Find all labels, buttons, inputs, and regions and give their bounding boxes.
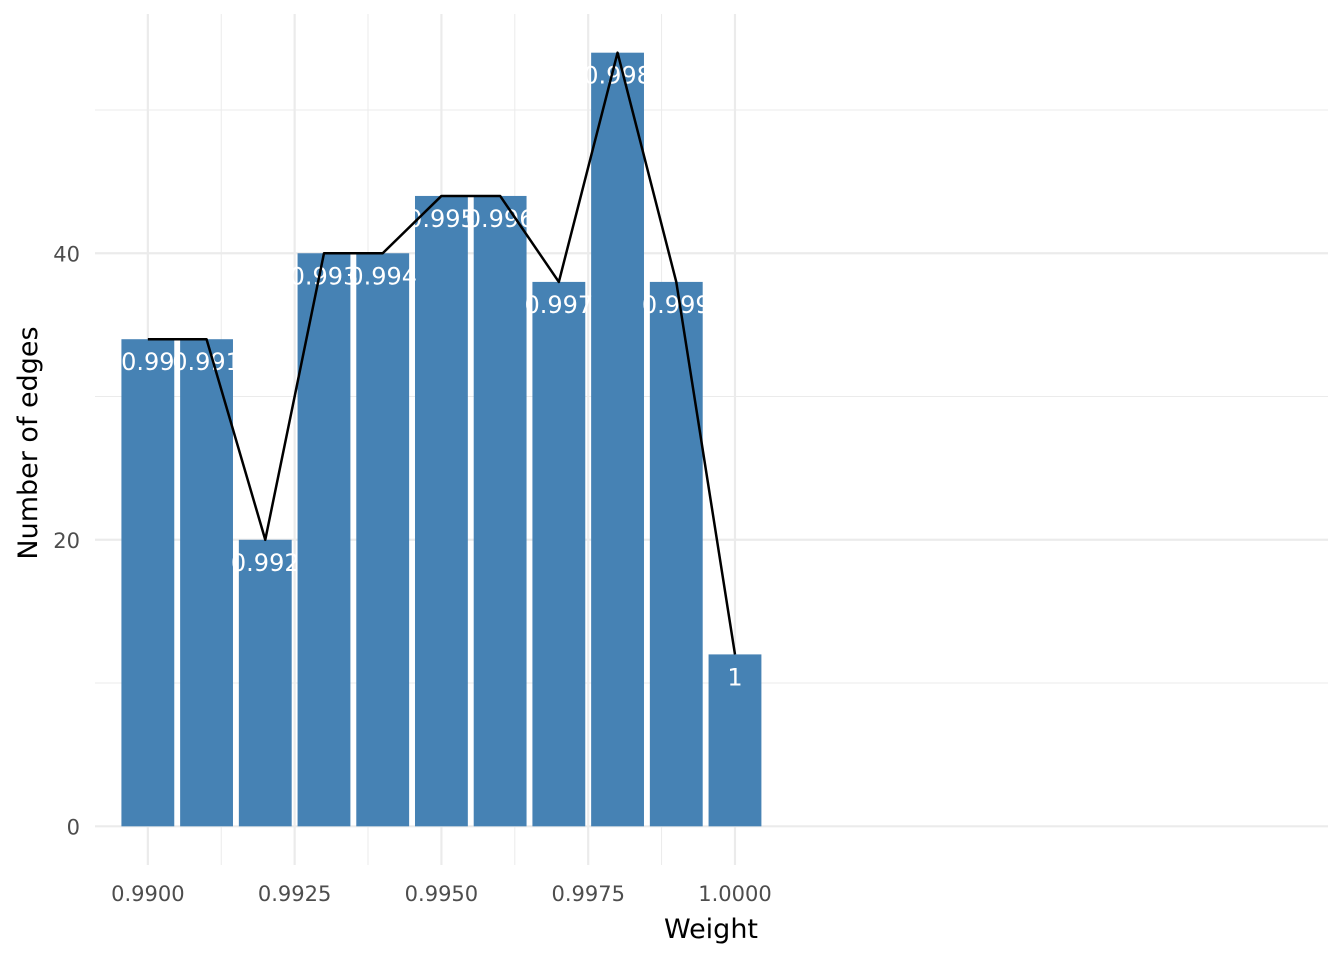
bar xyxy=(591,52,644,827)
y-tick-label: 0 xyxy=(67,815,80,839)
bar xyxy=(356,253,410,827)
bar-label: 0.999 xyxy=(642,291,711,319)
bar-label: 0.997 xyxy=(524,291,593,319)
bar xyxy=(473,195,527,827)
bar-label: 0.993 xyxy=(290,262,359,290)
bar-label: 0.994 xyxy=(348,262,417,290)
x-tick-label: 1.0000 xyxy=(698,882,771,906)
bar-label: 0.996 xyxy=(466,205,535,233)
bar-label: 0.99 xyxy=(121,348,174,376)
y-axis-title: Number of edges xyxy=(13,326,44,559)
bar xyxy=(297,253,351,827)
bars xyxy=(121,52,762,827)
bar-label: 0.991 xyxy=(172,348,241,376)
x-tick-label: 0.9950 xyxy=(405,882,478,906)
series-line xyxy=(147,51,737,655)
bar xyxy=(414,195,468,827)
bar xyxy=(238,539,292,827)
x-tick-label: 0.9925 xyxy=(258,882,331,906)
bar-label: 1 xyxy=(727,663,742,691)
bar xyxy=(649,281,703,827)
x-axis-title: Weight xyxy=(664,914,758,945)
y-tick-label: 20 xyxy=(53,529,80,553)
line-overlay xyxy=(147,51,737,655)
y-axis-ticks: 0 20 40 xyxy=(53,242,80,839)
bar-label: 0.992 xyxy=(231,549,300,577)
x-axis-ticks: 0.9900 0.9925 0.9950 0.9975 1.0000 xyxy=(111,882,772,906)
x-tick-label: 0.9900 xyxy=(111,882,184,906)
bar xyxy=(532,281,586,827)
x-tick-label: 0.9975 xyxy=(551,882,624,906)
y-tick-label: 40 xyxy=(53,242,80,266)
bar xyxy=(708,654,762,827)
bar-labels: 0.990.9910.9920.9930.9940.9950.9960.9970… xyxy=(121,62,743,692)
bar xyxy=(180,339,233,827)
bar xyxy=(121,339,175,827)
bar-label: 0.998 xyxy=(583,62,652,90)
